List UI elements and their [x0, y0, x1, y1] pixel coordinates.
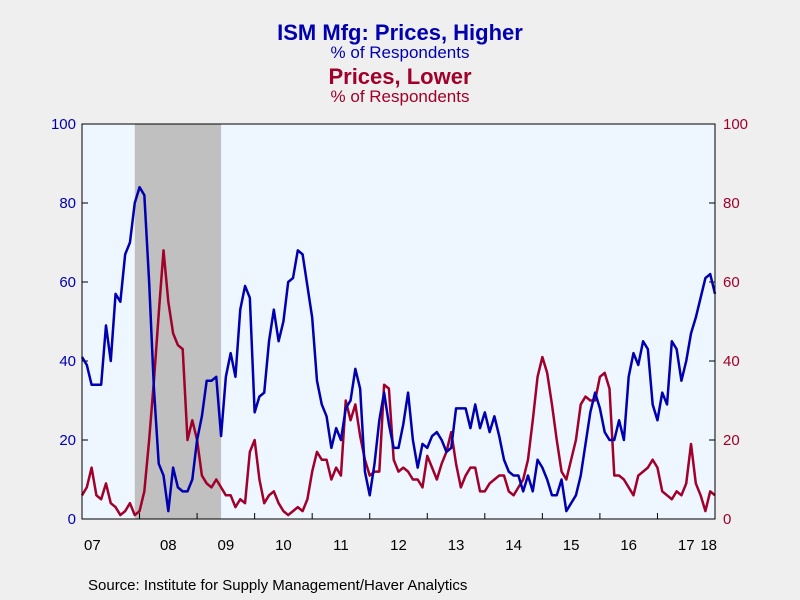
right-tick-label: 40 [723, 353, 740, 370]
left-tick-label: 60 [59, 274, 76, 291]
x-tick-label: 12 [390, 537, 407, 554]
x-tick-label: 11 [333, 537, 349, 554]
right-tick-label: 80 [723, 195, 740, 212]
x-tick-label: 10 [275, 537, 292, 554]
x-tick-label: 15 [563, 537, 580, 554]
x-tick-label: 14 [505, 537, 522, 554]
left-y-axis: 0 20 40 60 80 100 [51, 116, 88, 528]
right-tick-label: 20 [723, 432, 740, 449]
x-tick-label: 18 [700, 537, 717, 554]
x-tick-label: 13 [448, 537, 465, 554]
right-tick-label: 100 [723, 116, 748, 133]
x-tick-label: 08 [160, 537, 177, 554]
left-tick-label: 0 [68, 511, 76, 528]
right-tick-label: 0 [723, 511, 731, 528]
left-tick-label: 100 [51, 116, 76, 133]
left-tick-label: 20 [59, 432, 76, 449]
series-line-prices-higher [80, 185, 717, 513]
x-tick-label: 07 [84, 537, 101, 554]
x-axis: 07 08 09 10 11 12 13 14 15 16 17 18 [84, 513, 717, 554]
chart-subtitle-1: % of Respondents [331, 43, 470, 62]
chart-subtitle-2: % of Respondents [331, 87, 470, 106]
source-note: Source: Institute for Supply Management/… [88, 577, 467, 594]
left-tick-label: 40 [59, 353, 76, 370]
plot-frame [81, 123, 716, 520]
chart-title-1: ISM Mfg: Prices, Higher [277, 20, 523, 45]
right-tick-label: 60 [723, 274, 740, 291]
left-tick-label: 80 [59, 195, 76, 212]
x-tick-label: 09 [218, 537, 235, 554]
x-tick-label: 17 [678, 537, 695, 554]
series-line-prices-lower [80, 249, 716, 517]
x-tick-label: 16 [620, 537, 637, 554]
chart-title-2: Prices, Lower [328, 64, 472, 89]
